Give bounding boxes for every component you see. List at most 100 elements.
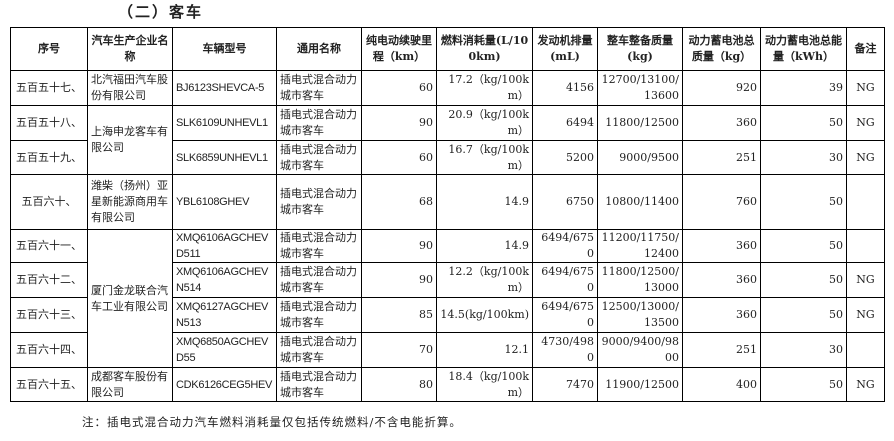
engine-cell: 4156 xyxy=(532,70,598,106)
header-cell: 纯电动续驶里程（km） xyxy=(361,27,437,71)
batt-energy-cell: 50 xyxy=(760,262,847,298)
section-title: （二）客车 xyxy=(118,3,204,21)
model-cell: SLK6859UNHEVL1 xyxy=(172,140,277,175)
batt-mass-cell: 360 xyxy=(682,105,761,141)
table-row: 五百五十八、 上海申龙客车有限公司 SLK6109UNHEVL1 插电式混合动力城市客… xyxy=(10,105,885,175)
batt-mass-cell: 400 xyxy=(682,367,761,402)
note-cell xyxy=(846,174,885,230)
range-cell: 60 xyxy=(361,70,437,106)
model-cell: YBL6108GHEV xyxy=(172,174,277,230)
range-cell: 90 xyxy=(361,262,437,298)
range-cell: 70 xyxy=(361,332,437,368)
engine-cell: 6494 xyxy=(532,105,598,141)
range-cell: 85 xyxy=(361,297,437,333)
batt-energy-cell: 50 xyxy=(760,367,847,402)
table-row: 五百五十七、 北汽福田汽车股份有限公司 BJ6123SHEVCA-5 插电式混合动力城… xyxy=(10,70,885,106)
no-cell: 五百六十五、 xyxy=(10,367,88,402)
range-cell: 68 xyxy=(361,174,437,230)
table-row: 五百六十、 潍柴（扬州）亚星新能源商用车有限公司 YBL6108GHEV 插电式混合动… xyxy=(10,174,885,230)
engine-cell: 6494/6750 xyxy=(532,262,598,298)
name-cell: 插电式混合动力城市客车 xyxy=(276,262,362,298)
range-cell: 90 xyxy=(361,229,437,263)
note-cell: NG xyxy=(846,70,885,106)
header-cell: 备注 xyxy=(846,27,885,71)
engine-cell: 6494/6750 xyxy=(532,229,598,263)
name-cell: 插电式混合动力城市客车 xyxy=(276,297,362,333)
mass-cell: 9000/9400/9800 xyxy=(597,332,683,368)
no-cell: 五百五十八、 xyxy=(10,105,88,141)
fuel-cell: 12.1 xyxy=(436,332,533,368)
no-cell: 五百六十、 xyxy=(10,174,88,230)
company-cell: 上海申龙客车有限公司 xyxy=(87,105,173,175)
company-cell: 北汽福田汽车股份有限公司 xyxy=(87,70,173,106)
header-cell: 序号 xyxy=(10,27,88,71)
header-cell: 燃料消耗量(L/100km) xyxy=(436,27,533,71)
fuel-cell: 14.9 xyxy=(436,174,533,230)
model-cell: XMQ6106AGCHEVD511 xyxy=(172,229,277,263)
no-cell: 五百六十一、 xyxy=(10,229,88,263)
fuel-cell: 20.9（kg/100km） xyxy=(436,105,533,141)
name-cell: 插电式混合动力城市客车 xyxy=(276,229,362,263)
engine-cell: 7470 xyxy=(532,367,598,402)
note-cell xyxy=(846,332,885,368)
company-cell: 成都客车股份有限公司 xyxy=(87,367,173,402)
footnote: 注：插电式混合动力汽车燃料消耗量仅包括传统燃料/不含电能折算。 xyxy=(82,415,462,429)
company-cell: 潍柴（扬州）亚星新能源商用车有限公司 xyxy=(87,174,173,230)
range-cell: 90 xyxy=(361,105,437,141)
note-cell: NG xyxy=(846,367,885,402)
table-row: 五百六十五、 成都客车股份有限公司 CDK6126CEG5HEV 插电式混合动力城市客… xyxy=(10,367,885,402)
model-cell: XMQ6850AGCHEVD55 xyxy=(172,332,277,368)
name-cell: 插电式混合动力城市客车 xyxy=(276,140,362,175)
batt-mass-cell: 251 xyxy=(682,332,761,368)
note-cell xyxy=(846,229,885,263)
name-cell: 插电式混合动力城市客车 xyxy=(276,367,362,402)
table-row: 五百六十四、 XMQ6850AGCHEVD55 插电式混合动力城市客车 70 12.1 4… xyxy=(10,332,885,368)
range-cell: 60 xyxy=(361,140,437,175)
no-cell: 五百六十三、 xyxy=(10,297,88,333)
no-cell: 五百五十九、 xyxy=(10,140,88,175)
name-cell: 插电式混合动力城市客车 xyxy=(276,105,362,141)
fuel-cell: 18.4（kg/100km） xyxy=(436,367,533,402)
batt-mass-cell: 360 xyxy=(682,297,761,333)
mass-cell: 12500/13000/13500 xyxy=(597,297,683,333)
fuel-cell: 14.5(kg/100km) xyxy=(436,297,533,333)
note-cell: NG xyxy=(846,297,885,333)
name-cell: 插电式混合动力城市客车 xyxy=(276,174,362,230)
table-row: 五百六十三、 XMQ6127AGCHEVN513 插电式混合动力城市客车 85 14.5… xyxy=(10,297,885,333)
batt-energy-cell: 39 xyxy=(760,70,847,106)
model-cell: CDK6126CEG5HEV xyxy=(172,367,277,402)
header-cell: 通用名称 xyxy=(276,27,362,71)
fuel-cell: 14.9 xyxy=(436,229,533,263)
mass-cell: 11800/12500 xyxy=(597,105,683,141)
fuel-cell: 16.7（kg/100km） xyxy=(436,140,533,175)
no-cell: 五百六十四、 xyxy=(10,332,88,368)
batt-mass-cell: 251 xyxy=(682,140,761,175)
mass-cell: 11800/12500/13000 xyxy=(597,262,683,298)
range-cell: 80 xyxy=(361,367,437,402)
no-cell: 五百五十七、 xyxy=(10,70,88,106)
batt-energy-cell: 30 xyxy=(760,140,847,175)
batt-mass-cell: 360 xyxy=(682,229,761,263)
batt-energy-cell: 50 xyxy=(760,105,847,141)
mass-cell: 11900/12500 xyxy=(597,367,683,402)
model-cell: XMQ6127AGCHEVN513 xyxy=(172,297,277,333)
model-cell: BJ6123SHEVCA-5 xyxy=(172,70,277,106)
batt-mass-cell: 920 xyxy=(682,70,761,106)
company-cell: 厦门金龙联合汽车工业有限公司 xyxy=(87,229,173,368)
no-cell: 五百六十二、 xyxy=(10,262,88,298)
note-cell: NG xyxy=(846,140,885,175)
engine-cell: 4730/4980 xyxy=(532,332,598,368)
note-cell: NG xyxy=(846,105,885,141)
batt-energy-cell: 50 xyxy=(760,229,847,263)
model-cell: XMQ6106AGCHEVN514 xyxy=(172,262,277,298)
passenger-car-table: 序号 汽车生产企业名称 车辆型号 通用名称 纯电动续驶里程（km） 燃料消耗量(… xyxy=(10,27,885,402)
header-cell: 发动机排量(mL) xyxy=(532,27,598,71)
name-cell: 插电式混合动力城市客车 xyxy=(276,70,362,106)
table-row: 五百六十一、 厦门金龙联合汽车工业有限公司 XMQ6106AGCHEVD511 插电式… xyxy=(10,229,885,368)
mass-cell: 10800/11400 xyxy=(597,174,683,230)
header-cell: 车辆型号 xyxy=(172,27,277,71)
fuel-cell: 17.2（kg/100km） xyxy=(436,70,533,106)
page: （二）客车 序号 汽车生产企业名称 车辆型号 通用名称 纯电动续驶里程（km） … xyxy=(10,3,885,429)
mass-cell: 11200/11750/12400 xyxy=(597,229,683,263)
batt-mass-cell: 760 xyxy=(682,174,761,230)
